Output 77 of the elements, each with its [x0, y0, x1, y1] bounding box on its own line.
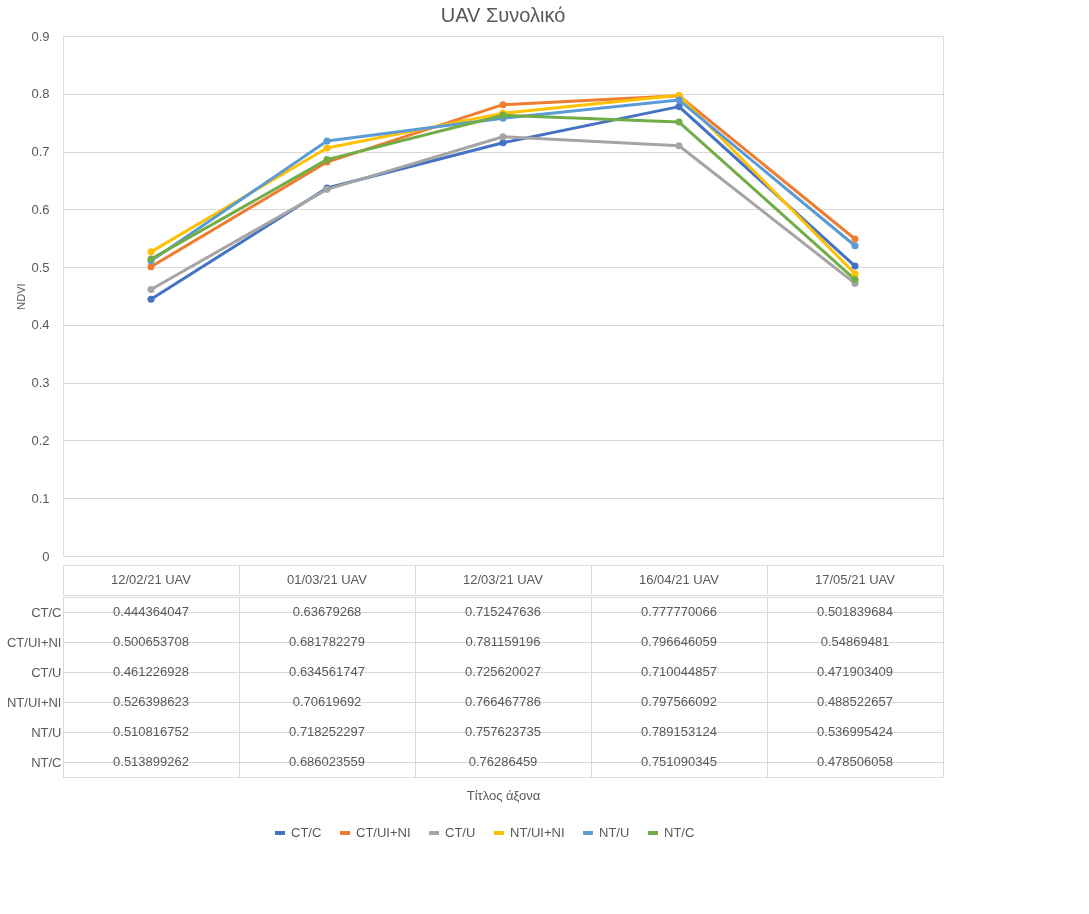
text: NT/UI+NI: [6, 694, 62, 710]
data-label: 0.526398623: [113, 694, 189, 709]
data-label: 0.777770066: [641, 604, 717, 619]
data-label: 0.718252297: [289, 724, 365, 739]
point: [675, 118, 683, 126]
y-axis-title: NDVI: [15, 283, 28, 310]
point: [851, 235, 859, 243]
point: [499, 101, 507, 109]
data-label: 0.781159196: [465, 634, 541, 649]
y-tick-label: 0.9: [31, 28, 50, 44]
legend-label: CT/UI+NI: [356, 825, 411, 840]
point: [851, 242, 859, 250]
text: NT/U: [31, 724, 62, 740]
x-tick-label: 01/03/21 UAV: [287, 572, 368, 587]
x-tick-label: 16/04/21 UAV: [639, 572, 720, 587]
point: [147, 248, 155, 256]
text: CT/UI+NI: [6, 634, 62, 650]
data-label: 0.766467786: [465, 694, 541, 709]
data-label: 0.513899262: [113, 754, 189, 769]
point: [851, 270, 859, 278]
chart-title: UAV Συνολικό: [440, 4, 566, 26]
data-label: 0.54869481: [820, 634, 890, 649]
text: CT/C: [31, 604, 62, 620]
y-tick-label: 0.1: [31, 490, 50, 506]
y-tick-label: 0.6: [31, 201, 50, 217]
y-tick-label: 0.4: [31, 317, 50, 333]
x-tick-label: 12/02/21 UAV: [111, 572, 192, 587]
text: NT/C: [31, 754, 62, 770]
y-tick-label: 0.2: [31, 432, 50, 448]
data-label: 0.797566092: [641, 694, 717, 709]
text: Τίτλος άξονα: [466, 787, 541, 803]
y-tick-label: 0.3: [31, 375, 50, 391]
x-tick-label: 12/03/21 UAV: [463, 572, 544, 587]
point: [675, 96, 683, 104]
legend-label: NT/C: [664, 825, 695, 840]
data-label: 0.500653708: [113, 634, 189, 649]
legend-label: CT/U: [445, 825, 476, 840]
point: [323, 144, 331, 152]
x-tick-label: 17/05/21 UAV: [815, 572, 896, 587]
data-label: 0.796646059: [641, 634, 717, 649]
data-label: 0.510816752: [113, 724, 189, 739]
data-label: 0.63679268: [292, 604, 362, 619]
point: [675, 142, 683, 150]
data-label: 0.757623735: [465, 724, 541, 739]
data-label: 0.70619692: [292, 694, 362, 709]
y-tick-label: 0.7: [31, 144, 50, 160]
point: [147, 263, 155, 271]
text: CT/U: [31, 664, 62, 680]
point: [499, 133, 507, 141]
point: [499, 139, 507, 147]
y-tick-label: 0.5: [31, 259, 50, 275]
data-label: 0.478506058: [817, 754, 893, 769]
legend-label: CT/C: [291, 825, 322, 840]
data-label: 0.789153124: [641, 724, 717, 739]
data-label: 0.715247636: [465, 604, 541, 619]
data-label: 0.710044857: [641, 664, 717, 679]
point: [323, 137, 331, 145]
data-label: 0.76286459: [468, 754, 538, 769]
legend-label: NT/UI+NI: [510, 825, 565, 840]
data-label: 0.536995424: [817, 724, 893, 739]
point: [147, 285, 155, 294]
point: [851, 262, 859, 270]
legend-label: NT/U: [599, 825, 630, 840]
point: [675, 103, 683, 111]
data-label: 0.634561747: [289, 664, 365, 679]
data-label: 0.488522657: [817, 694, 893, 709]
point: [147, 295, 155, 303]
data-label: 0.461226928: [113, 664, 189, 679]
data-label: 0.725620027: [465, 664, 541, 679]
data-label: 0.751090345: [641, 754, 717, 769]
data-label: 0.501839684: [817, 604, 893, 619]
data-label: 0.681782279: [289, 634, 365, 649]
data-label: 0.686023559: [289, 754, 365, 769]
y-tick-label: 0: [42, 548, 50, 564]
data-label: 0.471903409: [817, 664, 893, 679]
y-tick-label: 0.8: [31, 86, 50, 102]
data-label: 0.444364047: [113, 604, 189, 619]
